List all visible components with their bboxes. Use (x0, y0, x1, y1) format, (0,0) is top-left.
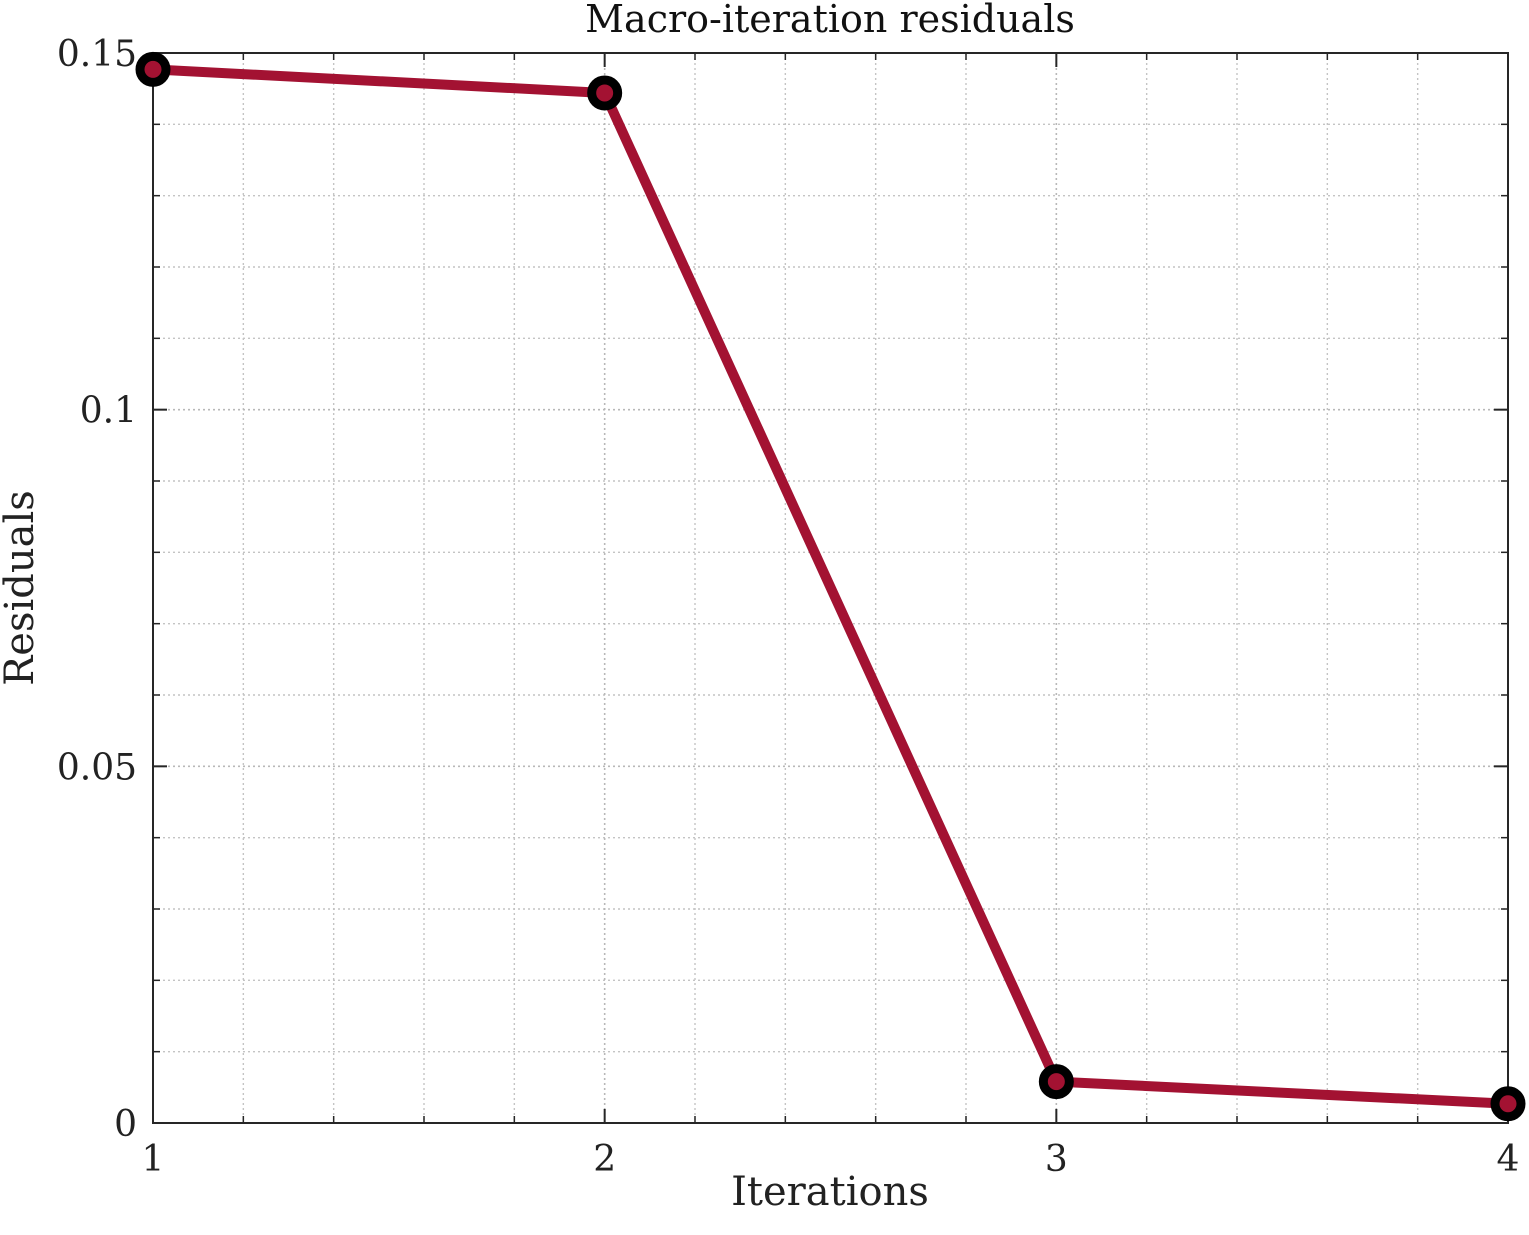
y-tick-label: 0.15 (57, 34, 137, 75)
series-layer (135, 51, 1526, 1122)
x-tick-label: 3 (1045, 1139, 1068, 1180)
y-axis-label: Residuals (0, 490, 43, 686)
series-line (148, 64, 1513, 1109)
y-tick-labels: 0 0.05 0.1 0.15 (57, 34, 137, 1145)
x-tick-labels: 1 2 3 4 (142, 1139, 1520, 1180)
y-tick-label: 0.05 (57, 747, 137, 788)
data-point (587, 75, 623, 111)
x-tick-label: 2 (593, 1139, 616, 1180)
data-point (135, 51, 171, 87)
data-point (1038, 1064, 1074, 1100)
y-tick-label: 0.1 (80, 391, 137, 432)
data-point (1490, 1086, 1526, 1122)
x-tick-label: 1 (142, 1139, 165, 1180)
plot-frame (152, 52, 1509, 1124)
chart-title: Macro-iteration residuals (585, 0, 1075, 41)
y-tick-label: 0 (114, 1104, 137, 1145)
minor-grid (153, 53, 1508, 1123)
x-axis-label: Iterations (731, 1169, 929, 1215)
x-tick-label: 4 (1497, 1139, 1520, 1180)
axis-ticks (152, 52, 1509, 1124)
